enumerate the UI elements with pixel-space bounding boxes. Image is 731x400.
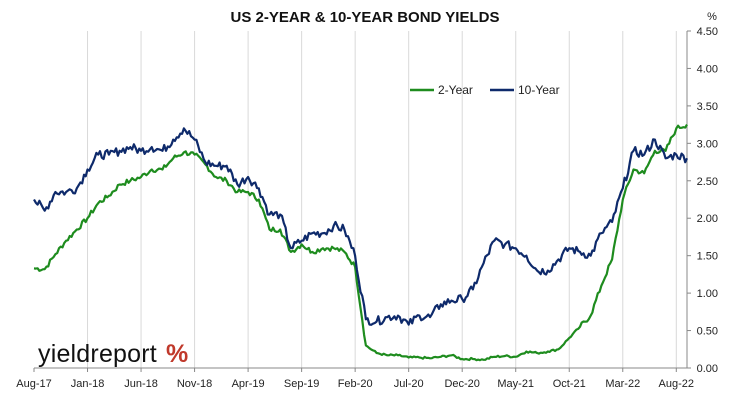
y-axis-unit-label: %: [707, 11, 717, 23]
y-tick-label: 1.50: [697, 251, 718, 263]
x-tick-label: Sep-19: [284, 378, 319, 390]
chart-axes: [33, 30, 691, 372]
y-tick-label: 2.50: [697, 176, 718, 188]
chart-title: US 2-YEAR & 10-YEAR BOND YIELDS: [231, 9, 500, 26]
series-line-10-year: [33, 127, 688, 326]
x-tick-label: Nov-18: [177, 378, 212, 390]
x-tick-labels: Aug-17 Jan-18 Jun-18 Nov-18 Apr-19 Sep-19 Feb-…: [16, 378, 694, 390]
chart-legend: 2-Year 10-Year: [410, 83, 560, 97]
logo-percent-symbol: %: [166, 340, 188, 368]
x-tick-label: Aug-17: [16, 378, 51, 390]
x-tick-label: Oct-21: [553, 378, 586, 390]
x-tick-label: May-21: [497, 378, 534, 390]
y-tick-label: 2.00: [697, 213, 718, 225]
y-tick-label: 3.50: [697, 101, 718, 113]
y-tick-label: 0.50: [697, 326, 718, 338]
x-tick-label: Jan-18: [71, 378, 105, 390]
y-tick-label: 0.00: [697, 363, 718, 375]
x-tick-label: Jun-18: [124, 378, 158, 390]
y-tick-label: 4.50: [697, 26, 718, 38]
y-tick-label: 3.00: [697, 138, 718, 150]
x-tick-label: Jul-20: [394, 378, 424, 390]
yieldreport-logo: yieldreport %: [38, 340, 188, 368]
x-tick-label: Mar-22: [605, 378, 640, 390]
series-line-2-year: [33, 124, 688, 362]
legend-label-2-year: 2-Year: [438, 83, 473, 97]
x-tick-label: Feb-20: [338, 378, 373, 390]
chart-series: [33, 124, 688, 362]
chart-grid: [87, 31, 677, 368]
legend-label-10-year: 10-Year: [518, 83, 560, 97]
y-tick-labels: 0.00 0.50 1.00 1.50 2.00 2.50 3.00 3.50 4.00 4.50: [697, 26, 718, 375]
x-tick-label: Dec-20: [444, 378, 479, 390]
x-tick-label: Apr-19: [232, 378, 265, 390]
y-tick-label: 1.00: [697, 288, 718, 300]
logo-text: yieldreport: [38, 340, 157, 368]
x-tick-label: Aug-22: [659, 378, 694, 390]
y-tick-label: 4.00: [697, 63, 718, 75]
